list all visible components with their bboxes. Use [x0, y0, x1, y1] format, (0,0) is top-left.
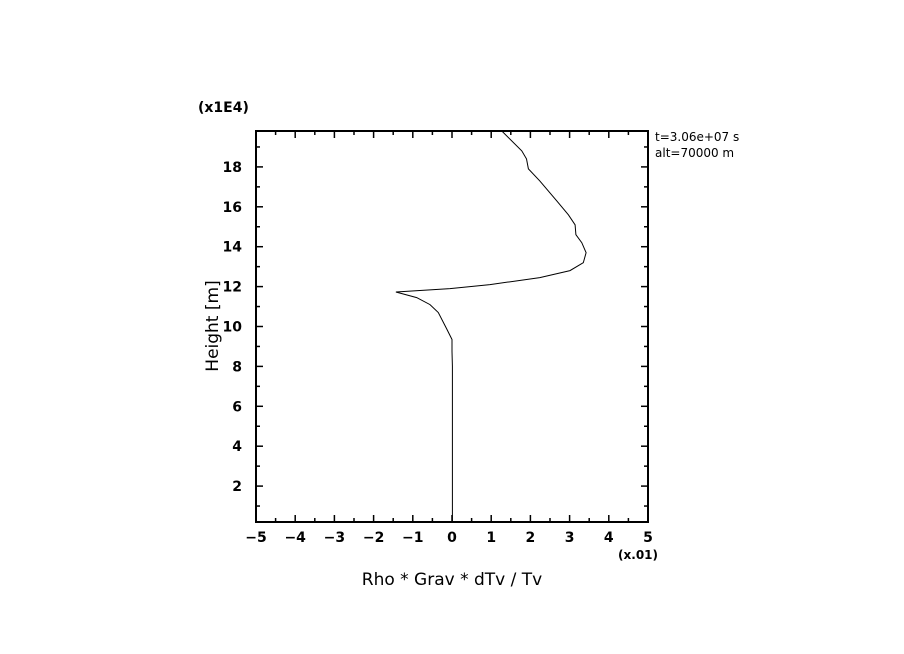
annotation-alt: alt=70000 m — [655, 146, 734, 160]
x-tick-label: 4 — [604, 530, 614, 546]
y-axis-label: Height [m] — [203, 280, 223, 371]
x-tick-label: −1 — [402, 530, 423, 546]
y-tick-label: 12 — [223, 280, 242, 296]
x-tick-label: −5 — [245, 530, 266, 546]
x-tick-label: 1 — [486, 530, 496, 546]
y-tick-label: 2 — [232, 479, 242, 495]
x-tick-label: −3 — [324, 530, 345, 546]
annotation-time: t=3.06e+07 s — [655, 130, 739, 144]
x-tick-label: 2 — [526, 530, 536, 546]
y-multiplier: (x1E4) — [198, 100, 249, 116]
x-tick-label: −2 — [363, 530, 384, 546]
y-tick-label: 14 — [223, 240, 243, 256]
x-tick-label: 0 — [447, 530, 457, 546]
y-tick-label: 18 — [223, 160, 242, 176]
x-tick-label: 3 — [565, 530, 575, 546]
y-tick-label: 4 — [232, 439, 242, 455]
x-tick-label: 5 — [643, 530, 653, 546]
x-axis-label: Rho * Grav * dTv / Tv — [362, 570, 542, 590]
x-tick-label: −4 — [284, 530, 306, 546]
plot-frame — [255, 130, 649, 523]
data-line — [395, 130, 587, 522]
y-tick-label: 8 — [232, 359, 242, 375]
y-tick-label: 6 — [232, 399, 242, 415]
y-tick-label: 10 — [223, 320, 243, 336]
x-multiplier: (x.01) — [618, 548, 658, 562]
y-tick-label: 16 — [223, 200, 242, 216]
